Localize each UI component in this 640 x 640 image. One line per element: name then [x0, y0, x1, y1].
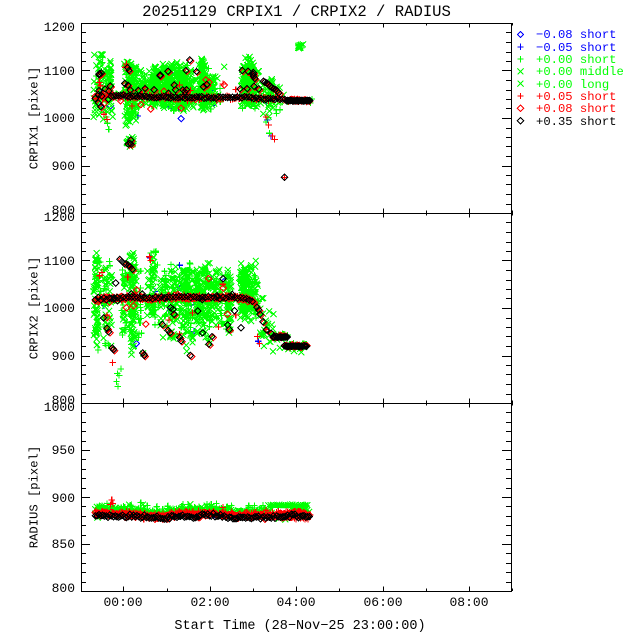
svg-text:950: 950: [52, 443, 75, 458]
svg-text:04:00: 04:00: [276, 595, 315, 610]
svg-text:900: 900: [52, 349, 75, 364]
svg-text:CRPIX1 [pixel]: CRPIX1 [pixel]: [28, 67, 42, 169]
svg-text:850: 850: [52, 537, 75, 552]
svg-text:800: 800: [52, 393, 75, 408]
svg-text:1200: 1200: [44, 20, 75, 35]
svg-text:+0.00 long: +0.00 long: [536, 78, 609, 92]
svg-text:RADIUS [pixel]: RADIUS [pixel]: [28, 446, 42, 548]
svg-text:1000: 1000: [44, 111, 75, 126]
svg-text:+0.08 short: +0.08 short: [536, 102, 616, 116]
svg-text:02:00: 02:00: [190, 595, 229, 610]
svg-text:900: 900: [52, 491, 75, 506]
svg-text:20251129 CRPIX1 / CRPIX2 / RAD: 20251129 CRPIX1 / CRPIX2 / RADIUS: [142, 3, 451, 21]
svg-text:800: 800: [52, 203, 75, 218]
svg-text:+0.00 short: +0.00 short: [536, 53, 616, 67]
svg-text:CRPIX2 [pixel]: CRPIX2 [pixel]: [28, 257, 42, 359]
svg-text:−0.05 short: −0.05 short: [536, 41, 616, 55]
svg-text:900: 900: [52, 159, 75, 174]
svg-text:08:00: 08:00: [449, 595, 488, 610]
svg-text:1000: 1000: [44, 400, 75, 415]
svg-text:1000: 1000: [44, 301, 75, 316]
svg-text:1200: 1200: [44, 210, 75, 225]
svg-text:−0.08 short: −0.08 short: [536, 28, 616, 42]
svg-text:1100: 1100: [44, 64, 75, 79]
svg-text:+0.00 middle: +0.00 middle: [536, 65, 624, 79]
svg-text:+0.05 short: +0.05 short: [536, 90, 616, 104]
svg-text:800: 800: [52, 581, 75, 596]
svg-text:00:00: 00:00: [103, 595, 142, 610]
svg-text:Start Time (28−Nov−25 23:00:00: Start Time (28−Nov−25 23:00:00): [174, 619, 425, 634]
svg-text:+0.35 short: +0.35 short: [536, 115, 616, 129]
svg-text:1100: 1100: [44, 254, 75, 269]
svg-text:06:00: 06:00: [363, 595, 402, 610]
